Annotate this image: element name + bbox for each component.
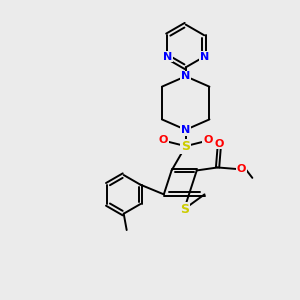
Text: N: N [181,71,190,81]
Text: N: N [181,125,190,135]
Text: O: O [203,135,213,145]
Text: O: O [159,135,168,145]
Text: N: N [200,52,209,62]
Text: O: O [214,139,224,149]
Text: N: N [163,52,172,62]
Text: O: O [237,164,246,174]
Text: S: S [181,140,190,153]
Text: S: S [180,202,189,216]
